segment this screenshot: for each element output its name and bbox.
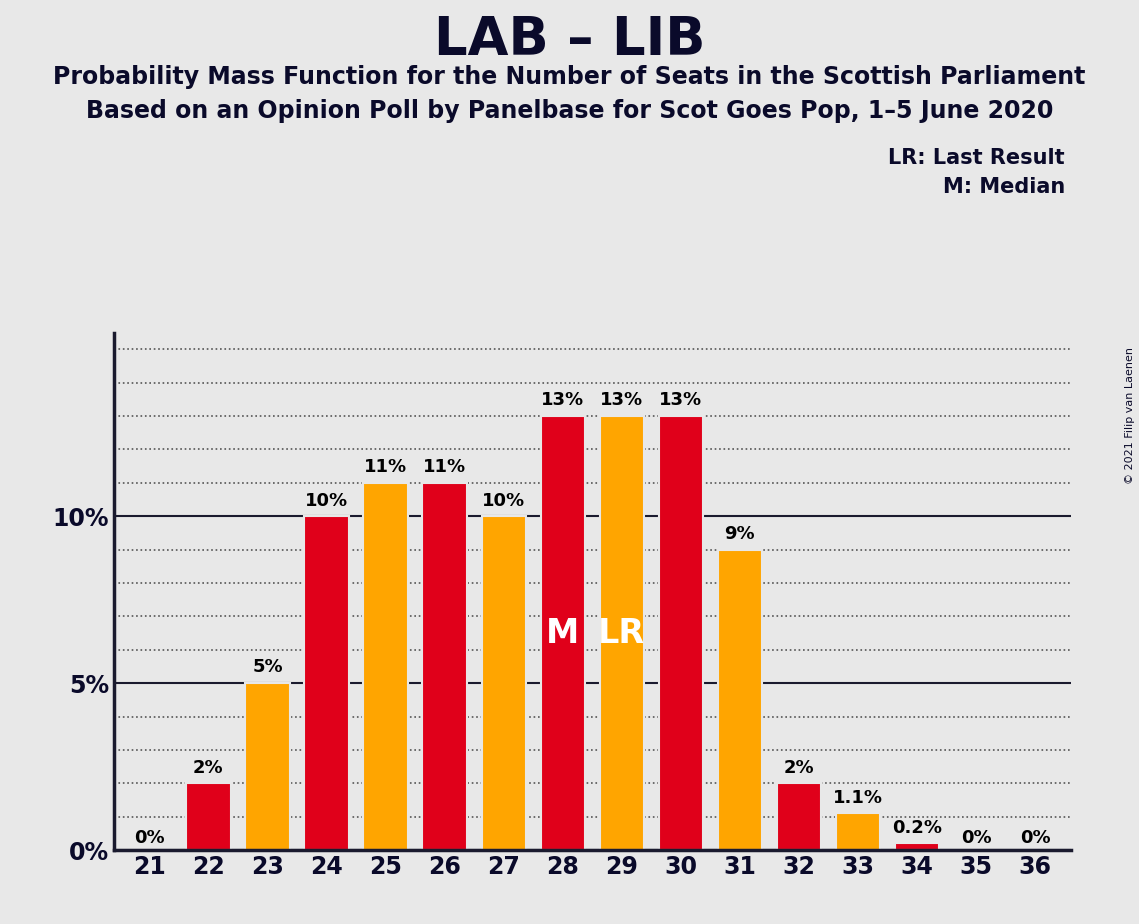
- Text: 0.2%: 0.2%: [892, 819, 942, 837]
- Text: M: M: [546, 616, 580, 650]
- Text: Based on an Opinion Poll by Panelbase for Scot Goes Pop, 1–5 June 2020: Based on an Opinion Poll by Panelbase fo…: [85, 99, 1054, 123]
- Text: 0%: 0%: [134, 829, 165, 846]
- Bar: [245, 683, 289, 850]
- Bar: [423, 483, 467, 850]
- Text: 11%: 11%: [423, 458, 466, 476]
- Bar: [777, 784, 821, 850]
- Text: 2%: 2%: [194, 759, 223, 777]
- Text: LR: Last Result: LR: Last Result: [888, 148, 1065, 168]
- Text: © 2021 Filip van Laenen: © 2021 Filip van Laenen: [1125, 347, 1134, 484]
- Bar: [658, 416, 703, 850]
- Text: 1.1%: 1.1%: [833, 789, 883, 807]
- Text: 13%: 13%: [659, 392, 703, 409]
- Bar: [599, 416, 644, 850]
- Text: 11%: 11%: [364, 458, 407, 476]
- Text: LR: LR: [598, 616, 646, 650]
- Text: 0%: 0%: [1019, 829, 1050, 846]
- Bar: [895, 844, 940, 850]
- Text: LAB – LIB: LAB – LIB: [434, 14, 705, 66]
- Text: 10%: 10%: [305, 492, 349, 509]
- Text: 5%: 5%: [252, 659, 282, 676]
- Text: 9%: 9%: [724, 525, 755, 543]
- Text: 13%: 13%: [600, 392, 644, 409]
- Text: Probability Mass Function for the Number of Seats in the Scottish Parliament: Probability Mass Function for the Number…: [54, 65, 1085, 89]
- Text: M: Median: M: Median: [943, 177, 1065, 198]
- Text: 10%: 10%: [482, 492, 525, 509]
- Text: 0%: 0%: [961, 829, 991, 846]
- Bar: [482, 517, 526, 850]
- Bar: [541, 416, 585, 850]
- Bar: [187, 784, 230, 850]
- Bar: [718, 550, 762, 850]
- Bar: [304, 517, 349, 850]
- Bar: [836, 813, 880, 850]
- Text: 13%: 13%: [541, 392, 584, 409]
- Text: 2%: 2%: [784, 759, 814, 777]
- Bar: [363, 483, 408, 850]
